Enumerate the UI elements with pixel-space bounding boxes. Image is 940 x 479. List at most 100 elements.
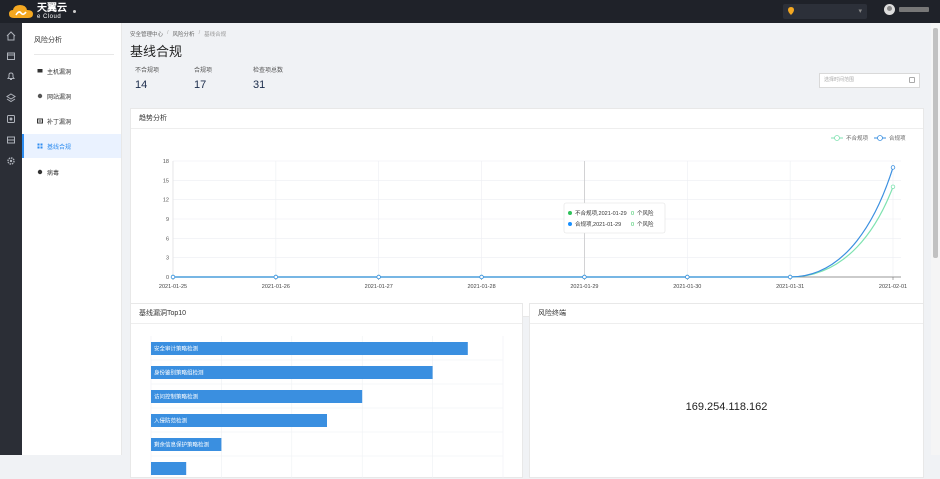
stat-value: 31 (253, 79, 266, 91)
data-point (170, 274, 176, 280)
patch-icon (37, 118, 43, 124)
data-point (787, 274, 793, 280)
x-tick-label: 2021-01-31 (776, 284, 804, 290)
sidebar-item-label: 补丁漏洞 (47, 119, 72, 126)
scrollbar-thumb[interactable] (933, 28, 938, 258)
x-tick-label: 2021-01-26 (262, 284, 290, 290)
bar (151, 342, 468, 355)
layers-icon[interactable] (6, 93, 16, 103)
monitor-icon (37, 69, 43, 73)
breadcrumb-separator: / (198, 30, 201, 36)
calendar-icon (909, 77, 915, 83)
sidebar-item-host-vuln[interactable]: 主机漏洞 (22, 59, 121, 83)
bar (151, 414, 327, 427)
x-tick-label: 2021-01-30 (673, 284, 701, 290)
x-tick-label: 2021-01-28 (468, 284, 496, 290)
location-pin-icon (788, 7, 794, 15)
stat-label: 合规项 (194, 68, 213, 74)
legend-label: 不合规项 (846, 134, 869, 142)
legend-marker (834, 135, 840, 141)
sidebar-item-label: 网站漏洞 (47, 94, 72, 101)
page-scrollbar[interactable] (931, 23, 940, 455)
y-tick-label: 12 (163, 198, 169, 204)
bar-label: 身份鉴别策略组检测 (154, 369, 204, 377)
tooltip-value: 0 (631, 211, 634, 217)
breadcrumb: 安全管理中心 / 风险分析 / 基线合规 (130, 30, 230, 38)
sidebar-title: 风险分析 (34, 37, 62, 44)
date-range-picker[interactable]: 选择时间范围 (819, 73, 920, 88)
box-icon[interactable] (6, 51, 16, 61)
logo-text-cn: 天翼云 (37, 2, 67, 14)
tooltip-text: 不合规项,2021-01-29 (575, 209, 627, 217)
data-point (890, 184, 896, 189)
home-icon[interactable] (6, 31, 16, 41)
breadcrumb-separator: / (167, 30, 169, 36)
bar (151, 438, 222, 451)
top10-panel-title: 基线漏洞Top10 (131, 304, 522, 324)
bar (151, 390, 363, 403)
x-tick-label: 2021-01-25 (159, 284, 187, 290)
trend-panel: 趋势分析 0 3 6 9 12 15 18 2021-01-25 2021-01-26 2021-… (130, 108, 924, 317)
region-select[interactable]: ▾ (783, 4, 867, 19)
tooltip-text: 合规项,2021-01-29 (575, 220, 621, 228)
data-point (479, 274, 484, 280)
date-range-placeholder: 选择时间范围 (824, 77, 855, 83)
sidebar-item-baseline[interactable]: 基线合规 (22, 134, 121, 158)
menu-dot-icon[interactable] (73, 10, 76, 13)
stat-label: 不合规项 (135, 68, 160, 74)
data-point (376, 274, 381, 280)
stat-noncompliant: 不合规项 14 (135, 65, 194, 91)
bell-icon[interactable] (6, 71, 16, 81)
x-tick-label: 2021-01-27 (365, 284, 393, 290)
shield-icon[interactable] (6, 114, 16, 124)
risk-terminal-panel: 风险终端 169.254.118.162 (529, 303, 924, 478)
stat-value: 14 (135, 79, 148, 91)
legend-marker (877, 135, 883, 141)
tooltip-suffix: 个风险 (637, 209, 654, 217)
sidebar-item-patch-vuln[interactable]: 补丁漏洞 (22, 109, 121, 133)
icon-navigation-bar (0, 23, 22, 455)
y-tick-label: 15 (163, 178, 169, 184)
bar (151, 366, 433, 379)
breadcrumb-item-current: 基线合规 (204, 32, 227, 38)
server-icon[interactable] (6, 135, 16, 145)
y-tick-label: 3 (166, 256, 169, 262)
avatar[interactable] (884, 4, 895, 15)
user-menu[interactable] (884, 4, 929, 15)
breadcrumb-item-security-center[interactable]: 安全管理中心 (130, 32, 164, 38)
bar-label: 安全审计策略检测 (154, 345, 199, 353)
tooltip-box (563, 202, 666, 234)
risk-terminal-panel-title: 风险终端 (530, 304, 923, 324)
bar (151, 462, 187, 475)
breadcrumb-item-risk-analysis[interactable]: 风险分析 (172, 32, 195, 38)
user-name (899, 7, 929, 12)
logo[interactable]: 天翼云 e Cloud (8, 0, 76, 23)
x-tick-label: 2021-02-01 (879, 284, 907, 290)
sidebar-item-virus[interactable]: 病毒 (22, 160, 121, 184)
series-line-noncompliant (173, 186, 894, 278)
top-navigation-bar: 天翼云 e Cloud ▾ (0, 0, 940, 23)
stat-label: 检查项总数 (253, 68, 284, 74)
tooltip-marker (568, 222, 572, 226)
globe-icon (37, 93, 43, 99)
y-tick-label: 18 (163, 159, 169, 165)
bug-icon (37, 169, 43, 175)
stat-total: 检查项总数 31 (253, 65, 312, 91)
series-line-compliant (173, 167, 894, 278)
cloud-logo-icon (9, 4, 33, 18)
bar-label: 入侵防范检测 (154, 417, 188, 425)
top10-bar-chart: 安全审计策略检测身份鉴别策略组检测访问控制策略检测入侵防范检测剩余信息保护策略检… (150, 336, 504, 479)
tooltip-value: 0 (631, 222, 634, 228)
gear-icon[interactable] (6, 156, 16, 166)
sidebar-item-web-vuln[interactable]: 网站漏洞 (22, 84, 121, 108)
y-tick-label: 0 (166, 275, 169, 281)
trend-panel-title: 趋势分析 (131, 109, 923, 129)
legend-label: 合规项 (889, 134, 906, 142)
main-content: 安全管理中心 / 风险分析 / 基线合规 基线合规 不合规项 14 合规项 17… (122, 23, 940, 479)
trend-line-chart: 0 3 6 9 12 15 18 2021-01-25 2021-01-26 2021-01-27… (159, 134, 907, 290)
risk-terminal-ip[interactable]: 169.254.118.162 (685, 401, 768, 413)
sidebar-item-label: 病毒 (47, 170, 60, 177)
y-tick-label: 6 (166, 236, 169, 242)
tooltip-marker (568, 211, 572, 215)
logo-text-en: e Cloud (37, 13, 62, 20)
